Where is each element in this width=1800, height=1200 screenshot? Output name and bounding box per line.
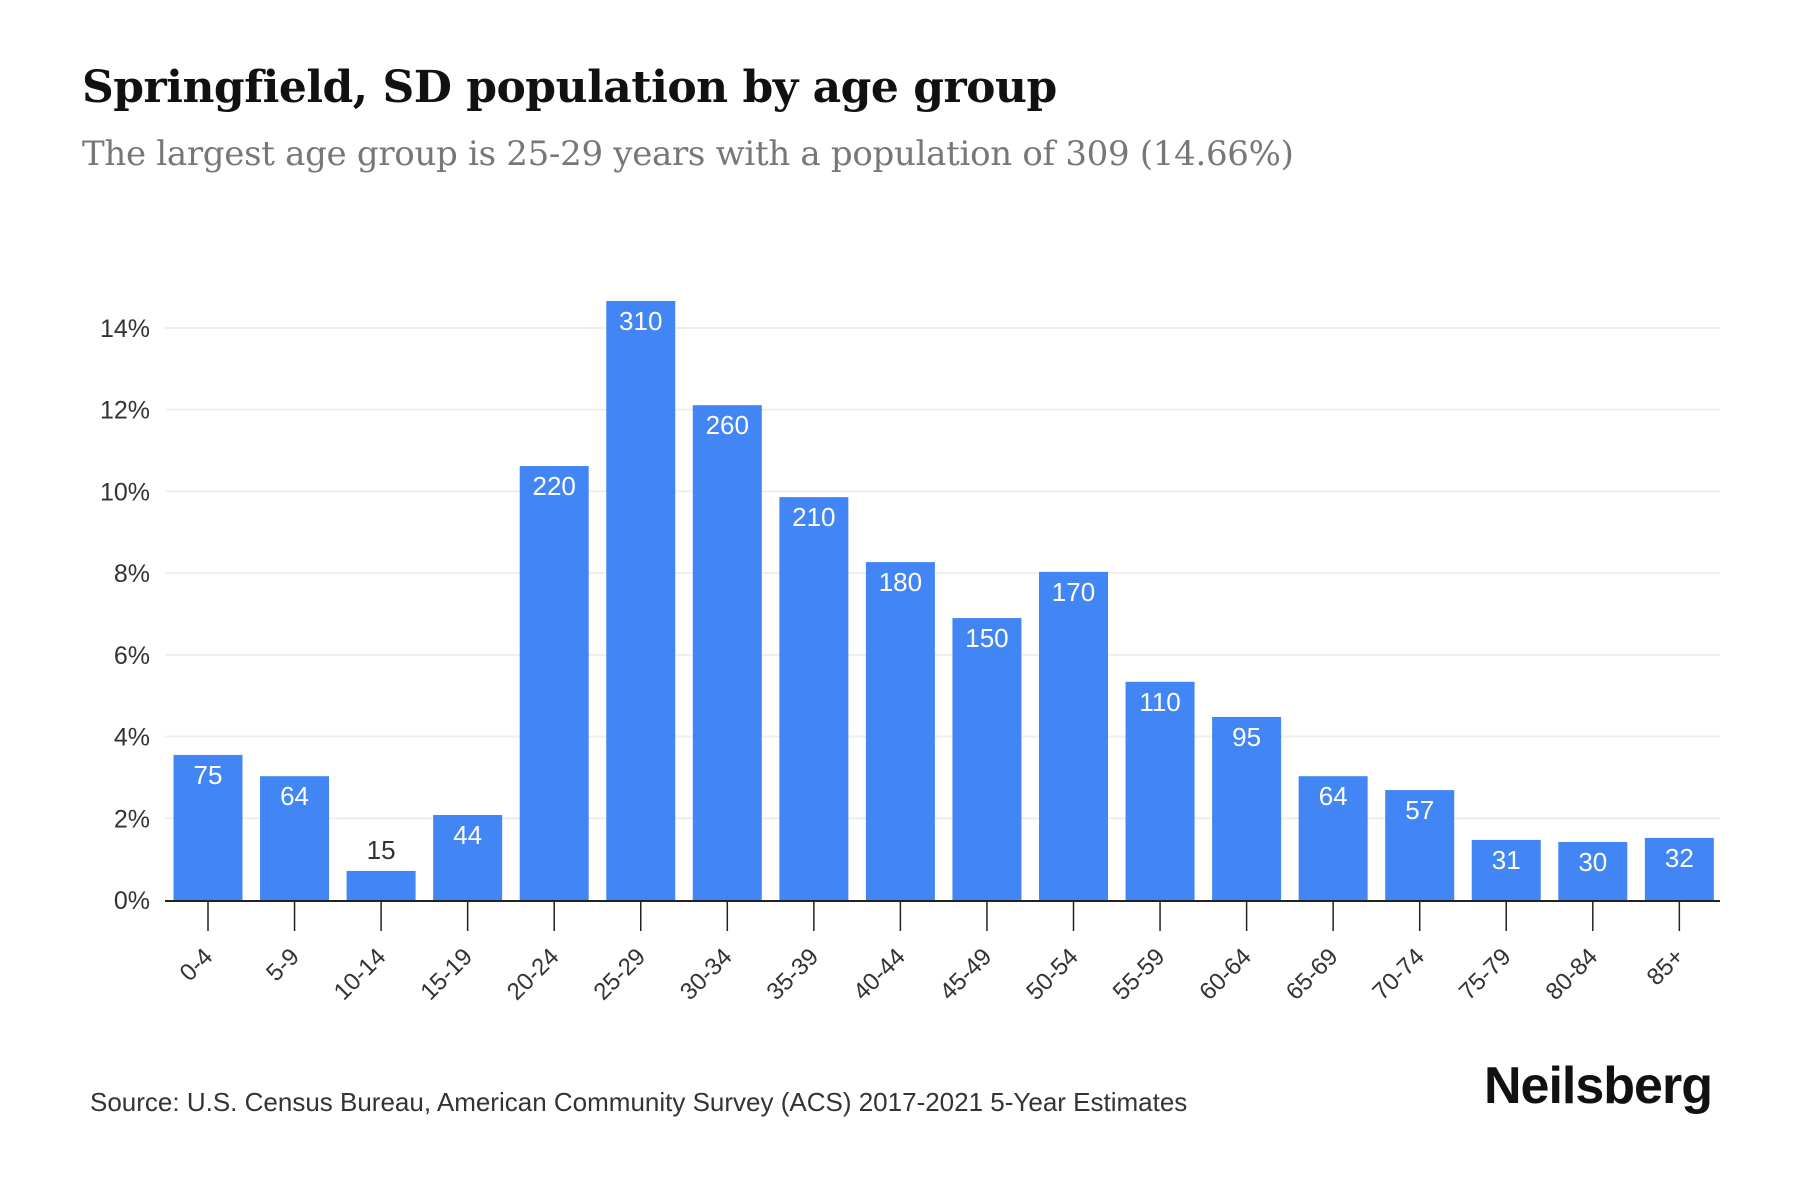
bar: [1644, 837, 1714, 900]
bar: [1385, 790, 1455, 900]
y-tick-label: 12%: [100, 397, 150, 425]
x-tick-label: 20-24: [502, 943, 565, 1006]
bar: [346, 870, 416, 900]
x-tick-label: 50-54: [1021, 943, 1084, 1006]
y-axis-ticks: 0% 2% 4% 6% 8% 10% 12% 14%: [100, 315, 150, 915]
bar: [692, 405, 762, 900]
bar-data-label: 32: [1665, 843, 1694, 873]
y-tick-label: 0%: [114, 887, 150, 915]
x-tick-label: 40-44: [848, 943, 911, 1006]
bar-data-label: 310: [619, 306, 662, 336]
bar-data-label: 95: [1232, 722, 1261, 752]
bar: [779, 497, 849, 900]
y-tick-label: 2%: [114, 805, 150, 833]
x-tick-label: 0-4: [175, 943, 219, 987]
bar-data-label: 75: [194, 760, 223, 790]
y-tick-label: 14%: [100, 315, 150, 343]
bar: [519, 466, 589, 900]
x-tick-label: 10-14: [329, 943, 392, 1006]
y-tick-label: 6%: [114, 642, 150, 670]
bar: [1298, 776, 1368, 900]
x-tick-label: 85+: [1642, 943, 1690, 991]
bar: [606, 300, 676, 900]
x-tick-label: 25-29: [588, 943, 651, 1006]
bar-data-label: 64: [1319, 781, 1348, 811]
y-tick-label: 8%: [114, 560, 150, 588]
chart-subtitle: The largest age group is 25-29 years wit…: [82, 134, 1294, 174]
bar-data-label: 44: [453, 820, 482, 850]
x-tick-label: 45-49: [935, 943, 998, 1006]
bar-data-label: 220: [533, 471, 576, 501]
bar: [1212, 716, 1282, 900]
bar-data-label: 57: [1405, 795, 1434, 825]
bar: [1471, 839, 1541, 900]
bar: [1125, 681, 1195, 900]
source-note: Source: U.S. Census Bureau, American Com…: [90, 1087, 1188, 1117]
x-tick-label: 60-64: [1194, 943, 1257, 1006]
bar-data-label: 31: [1492, 845, 1521, 875]
chart-title: Springfield, SD population by age group: [82, 62, 1057, 113]
x-tick-label: 55-59: [1108, 943, 1171, 1006]
bar-data-label: 30: [1578, 847, 1607, 877]
y-tick-label: 10%: [100, 478, 150, 506]
x-tick-label: 65-69: [1281, 943, 1344, 1006]
bar-data-label: 150: [965, 623, 1008, 653]
bar: [433, 815, 503, 900]
bar-data-label: 64: [280, 781, 309, 811]
x-tick-label: 30-34: [675, 943, 738, 1006]
y-tick-label: 4%: [114, 724, 150, 752]
x-tick-label: 15-19: [415, 943, 478, 1006]
bar-data-label: 260: [706, 410, 749, 440]
bar: [173, 754, 243, 900]
bar: [865, 562, 935, 900]
x-tick-label: 80-84: [1541, 943, 1604, 1006]
bar-data-label: 15: [367, 835, 396, 865]
x-tick-label: 35-39: [762, 943, 825, 1006]
bars: 75 64 15 44 220 310 260 210 180 150 170 110 95 64 57 31…: [173, 300, 1714, 900]
bar-data-label: 180: [879, 567, 922, 597]
x-axis-labels: 0-4 5-9 10-14 15-19 20-24 25-29 30-34 35-39 40-4…: [175, 943, 1690, 1006]
bar: [260, 776, 330, 900]
x-tick-label: 70-74: [1367, 943, 1430, 1006]
gridlines: [165, 326, 1720, 820]
bar-data-label: 170: [1052, 577, 1095, 607]
x-tick-label: 75-79: [1454, 943, 1517, 1006]
bar: [1039, 571, 1108, 900]
bar-data-label: 210: [792, 502, 835, 532]
bar: [1558, 841, 1628, 900]
bar-data-label: 110: [1139, 687, 1180, 717]
x-tick-label: 5-9: [261, 943, 305, 987]
bar: [952, 618, 1022, 900]
x-axis: [165, 900, 1720, 931]
brand-logo: Neilsberg: [1484, 1057, 1713, 1115]
